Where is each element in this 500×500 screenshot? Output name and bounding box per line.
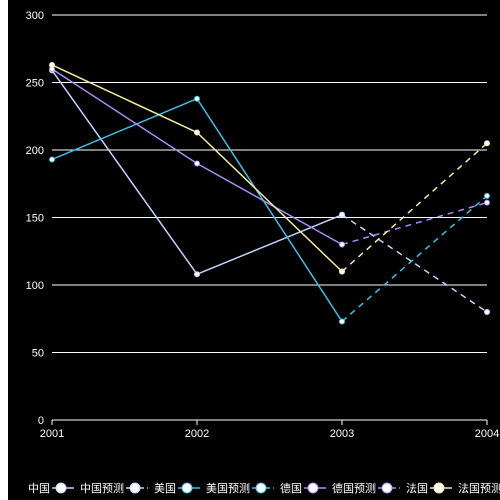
legend-swatch-marker: [55, 482, 67, 494]
series-layer: [51, 64, 488, 323]
data-point[interactable]: [194, 160, 200, 167]
legend-label: 中国: [28, 482, 50, 495]
legend-item[interactable]: 德国: [280, 481, 326, 495]
data-point[interactable]: [194, 95, 200, 102]
data-point[interactable]: [339, 318, 345, 325]
x-tick-label: 2003: [330, 428, 354, 440]
y-tick-label: 100: [26, 280, 44, 292]
y-tick-label: 0: [38, 415, 44, 427]
data-point[interactable]: [484, 309, 490, 315]
legend-label: 美国预测: [206, 482, 250, 495]
x-tick-label: 2002: [185, 428, 209, 440]
chart-panel: 0 50 100 150 200 250 300 2001 2002 2003 2004 中国 中国预…: [8, 0, 500, 500]
legend-item[interactable]: 美国预测: [206, 482, 274, 495]
y-tick-label: 150: [26, 213, 44, 225]
legend-swatch-marker: [381, 482, 393, 494]
legend-label: 中国预测: [80, 482, 124, 495]
legend: 中国 中国预测 美国 美国预测 德国 德国预测 法国 法国预测: [28, 481, 500, 495]
y-tick-label: 50: [32, 348, 44, 360]
legend-label: 美国: [154, 482, 176, 495]
legend-item[interactable]: 法国预测: [458, 481, 500, 495]
legend-item[interactable]: 中国预测: [80, 482, 148, 495]
data-point[interactable]: [484, 140, 490, 147]
grid-layer: [52, 14, 487, 421]
data-point[interactable]: [339, 241, 345, 248]
legend-label: 德国: [280, 481, 302, 495]
y-tick-label: 250: [26, 78, 44, 90]
series-line: [341, 142, 488, 273]
data-point[interactable]: [339, 211, 345, 218]
x-tick-label: 2001: [40, 428, 64, 440]
data-point[interactable]: [49, 156, 55, 163]
point-layer: [49, 61, 490, 325]
series-line: [51, 68, 343, 246]
legend-swatch-marker: [433, 482, 445, 494]
data-point[interactable]: [194, 271, 200, 278]
legend-swatch-marker: [129, 482, 141, 494]
legend-item[interactable]: 美国: [154, 482, 200, 495]
y-tick-label: 200: [26, 145, 44, 157]
data-point[interactable]: [49, 61, 55, 68]
legend-swatch-marker: [255, 482, 267, 494]
line-chart: 0 50 100 150 200 250 300 2001 2002 2003 2004 中国 中国预…: [26, 10, 500, 495]
y-tick-label: 300: [26, 10, 44, 22]
data-point[interactable]: [339, 268, 345, 275]
data-point[interactable]: [484, 192, 490, 199]
legend-swatch-marker: [181, 482, 193, 494]
axis-layer: 0 50 100 150 200 250 300 2001 2002 2003 2004: [26, 10, 500, 440]
legend-label: 法国: [406, 481, 428, 495]
series-line: [341, 195, 488, 323]
series-line: [341, 214, 488, 313]
legend-label: 法国预测: [458, 481, 500, 495]
legend-swatch-marker: [307, 482, 319, 494]
series-line: [341, 201, 488, 246]
legend-label: 德国预测: [332, 481, 376, 495]
data-point[interactable]: [484, 199, 490, 206]
x-tick-label: 2004: [475, 428, 499, 440]
legend-item[interactable]: 德国预测: [332, 481, 400, 495]
legend-item[interactable]: 中国: [28, 482, 74, 495]
data-point[interactable]: [194, 129, 200, 136]
legend-item[interactable]: 法国: [406, 481, 452, 495]
